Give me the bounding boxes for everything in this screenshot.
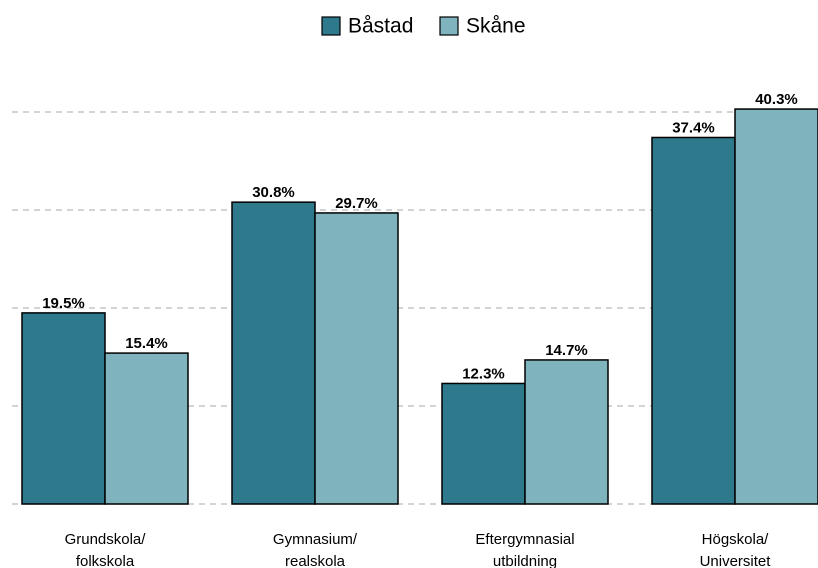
bar: [104, 352, 189, 505]
bar: [651, 136, 736, 505]
x-tick-label: folkskola: [76, 553, 135, 568]
bar: [734, 108, 818, 505]
bar: [524, 359, 609, 505]
x-tick-label: Universitet: [700, 553, 772, 568]
x-tick-label: Grundskola/: [65, 531, 147, 548]
value-label: 40.3%: [755, 91, 798, 108]
x-tick-label: realskola: [285, 553, 346, 568]
x-tick-label: Eftergymnasial: [475, 531, 574, 548]
value-label: 15.4%: [125, 335, 168, 352]
legend-swatch: [321, 16, 341, 36]
value-label: 19.5%: [42, 295, 85, 312]
x-tick-label: Gymnasium/: [273, 531, 358, 548]
x-tick-label: utbildning: [493, 553, 557, 568]
legend-swatch: [439, 16, 459, 36]
value-label: 30.8%: [252, 184, 295, 201]
value-label: 37.4%: [672, 119, 715, 136]
bar: [441, 382, 526, 505]
bar: [231, 201, 316, 505]
value-label: 14.7%: [545, 342, 588, 359]
bar: [314, 212, 399, 505]
value-label: 12.3%: [462, 365, 505, 382]
legend-label: Båstad: [348, 15, 413, 38]
value-label: 29.7%: [335, 195, 378, 212]
x-tick-label: Högskola/: [702, 531, 770, 548]
bar: [21, 312, 106, 505]
legend-label: Skåne: [466, 15, 526, 38]
